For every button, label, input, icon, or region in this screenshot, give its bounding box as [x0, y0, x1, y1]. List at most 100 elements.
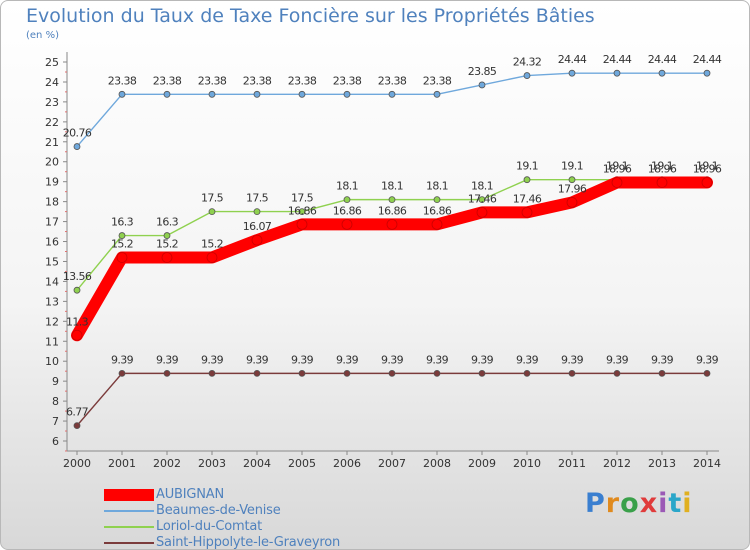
data-point — [208, 208, 216, 216]
data-point — [613, 69, 621, 77]
data-label: 17.96 — [558, 182, 587, 195]
x-tick-label: 2002 — [153, 457, 181, 470]
data-point — [523, 72, 531, 79]
data-point — [298, 208, 306, 216]
data-label: 9.39 — [426, 353, 449, 366]
y-tick-label: 23 — [45, 96, 59, 109]
data-point — [206, 252, 218, 263]
y-tick-label: 13 — [45, 295, 59, 308]
data-label: 16.3 — [111, 216, 134, 229]
x-tick-label: 2008 — [423, 457, 451, 470]
x-tick-label: 2001 — [108, 457, 136, 470]
data-point — [523, 176, 531, 184]
data-label: 23.38 — [198, 74, 227, 87]
data-point — [343, 90, 351, 98]
data-label: 23.38 — [423, 74, 452, 87]
data-point — [208, 369, 216, 377]
data-label: 19.1 — [606, 160, 628, 173]
y-tick-label: 24 — [45, 76, 59, 89]
legend-label: Loriol-du-Comtat — [156, 519, 263, 534]
data-label: 9.39 — [381, 353, 404, 366]
data-label: 24.44 — [693, 53, 722, 66]
legend-label: AUBIGNAN — [156, 487, 224, 502]
data-label: 18.1 — [471, 180, 493, 193]
data-label: 15.2 — [111, 237, 133, 250]
data-point — [118, 90, 126, 98]
data-point — [71, 329, 83, 341]
data-point — [521, 207, 533, 218]
data-point — [478, 196, 486, 204]
data-label: 24.44 — [648, 53, 677, 66]
data-point — [253, 90, 261, 98]
data-point — [433, 369, 441, 377]
x-tick-label: 2007 — [378, 457, 406, 470]
y-tick-label: 9 — [52, 375, 59, 388]
data-point — [388, 90, 396, 98]
data-label: 23.38 — [288, 74, 317, 87]
data-label: 9.39 — [651, 353, 674, 366]
data-point — [116, 252, 128, 263]
data-label: 20.76 — [63, 127, 92, 140]
data-label: 16.86 — [378, 204, 407, 217]
data-point — [568, 369, 576, 377]
data-point — [658, 369, 666, 377]
y-tick-label: 21 — [45, 136, 59, 149]
data-point — [163, 369, 171, 377]
data-label: 16.86 — [288, 204, 317, 217]
data-label: 23.38 — [108, 74, 137, 87]
data-point — [566, 197, 578, 208]
data-label: 23.38 — [333, 74, 362, 87]
legend-swatch — [104, 542, 154, 544]
x-tick-label: 2009 — [468, 457, 496, 470]
x-tick-label: 2014 — [693, 457, 721, 470]
data-label: 9.39 — [111, 353, 134, 366]
data-label: 23.38 — [243, 74, 272, 87]
data-point — [703, 369, 711, 377]
data-point — [161, 252, 173, 263]
data-point — [163, 232, 171, 239]
legend-swatch — [104, 510, 154, 512]
logo-letter: P — [585, 488, 606, 519]
x-tick-label: 2003 — [198, 457, 226, 470]
y-tick-label: 25 — [45, 56, 59, 69]
y-tick-label: 14 — [45, 275, 59, 288]
data-label: 16.86 — [423, 204, 452, 217]
data-label: 11.3 — [66, 315, 89, 328]
data-label: 17.5 — [246, 192, 269, 205]
data-label: 9.39 — [561, 353, 584, 366]
y-tick-label: 7 — [52, 415, 59, 428]
data-point — [656, 177, 668, 188]
data-label: 19.1 — [696, 160, 718, 173]
y-tick-label: 12 — [45, 315, 59, 328]
data-point — [118, 369, 126, 377]
data-point — [251, 234, 263, 246]
data-label: 24.32 — [513, 56, 542, 69]
data-label: 9.39 — [156, 353, 179, 366]
data-label: 24.44 — [558, 53, 587, 66]
logo-letter: x — [639, 488, 659, 519]
data-label: 16.86 — [333, 204, 362, 217]
data-point — [298, 90, 306, 98]
data-label: 19.1 — [561, 160, 583, 173]
data-point — [343, 196, 351, 204]
legend-label: Beaumes-de-Venise — [156, 503, 281, 518]
data-label: 23.85 — [468, 65, 497, 78]
data-label: 18.1 — [381, 180, 403, 193]
data-point — [253, 208, 261, 216]
data-point — [118, 232, 126, 239]
y-tick-label: 8 — [52, 395, 59, 408]
y-tick-label: 15 — [45, 255, 59, 268]
data-point — [208, 90, 216, 98]
data-point — [341, 218, 353, 230]
data-label: 17.46 — [513, 192, 542, 205]
data-point — [523, 369, 531, 377]
data-point — [73, 286, 81, 294]
data-point — [568, 176, 576, 184]
data-label: 6.77 — [66, 406, 89, 419]
chart-subtitle: (en %) — [26, 30, 59, 41]
x-tick-label: 2000 — [63, 457, 91, 470]
data-point — [296, 218, 308, 230]
data-label: 19.1 — [651, 160, 673, 173]
logo-letter: i — [658, 488, 669, 519]
